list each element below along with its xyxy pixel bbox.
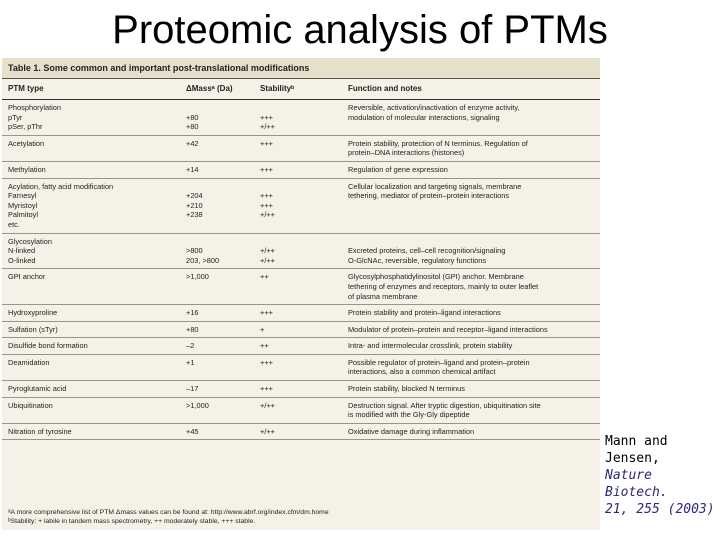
cell-stability: +++ bbox=[260, 357, 273, 367]
cell-ptm-type: Ubiquitination bbox=[8, 400, 53, 410]
cell-function: Possible regulator of protein–ligand and… bbox=[348, 357, 530, 377]
table-row: Pyroglutamic acid –17 +++ Protein stability… bbox=[2, 381, 600, 398]
table-body: Phosphorylation pTyr pSer, pThr +80 +80 … bbox=[2, 100, 600, 441]
cell-function: Glycosylphosphatidylinositol (GPI) ancho… bbox=[348, 272, 539, 301]
cell-ptm-type: Nitration of tyrosine bbox=[8, 426, 72, 436]
cell-function: Excreted proteins, cell–cell recognition… bbox=[348, 246, 506, 265]
slide-title: Proteomic analysis of PTMs bbox=[112, 8, 608, 52]
header-function: Function and notes bbox=[348, 84, 422, 93]
ptm-table: Table 1. Some common and important post-… bbox=[2, 58, 600, 530]
table-row: Glycosylation N-linked O-linked >800 203… bbox=[2, 234, 600, 270]
table-row: Phosphorylation pTyr pSer, pThr +80 +80 … bbox=[2, 100, 600, 136]
cell-delta-mass: +14 bbox=[186, 164, 199, 174]
cell-function: Oxidative damage during inflammation bbox=[348, 426, 475, 436]
table-row: Hydroxyproline +16 +++ Protein stability an… bbox=[2, 305, 600, 322]
cell-function: Modulator of protein–protein and recepto… bbox=[348, 324, 548, 334]
cell-function: Reversible, activation/inactivation of e… bbox=[348, 103, 520, 122]
cell-ptm-type: Glycosylation N-linked O-linked bbox=[8, 236, 52, 265]
cell-delta-mass: +1 bbox=[186, 357, 195, 367]
cell-stability: ++ bbox=[260, 341, 269, 351]
table-caption: Table 1. Some common and important post-… bbox=[2, 58, 600, 79]
cell-delta-mass: +42 bbox=[186, 138, 199, 148]
table-footnotes: ᵃA more comprehensive list of PTM Δmass … bbox=[2, 508, 600, 526]
cell-delta-mass: +16 bbox=[186, 308, 199, 318]
header-ptm-type: PTM type bbox=[8, 84, 44, 93]
cell-delta-mass: +45 bbox=[186, 426, 199, 436]
citation-authors: Mann and Jensen, bbox=[605, 434, 668, 466]
citation-journal: Nature Biotech. bbox=[605, 468, 668, 500]
table-header-row: PTM type ΔMassᵃ (Da) Stabilityᵇ Function… bbox=[2, 79, 600, 100]
cell-ptm-type: Hydroxyproline bbox=[8, 308, 58, 318]
cell-function: Cellular localization and targeting sign… bbox=[348, 181, 522, 201]
cell-delta-mass: >1,000 bbox=[186, 400, 209, 410]
footnote-b: ᵇStability: + labile in tandem mass spec… bbox=[8, 518, 256, 525]
header-delta-mass: ΔMassᵃ (Da) bbox=[186, 84, 233, 93]
cell-delta-mass: +80 +80 bbox=[186, 112, 199, 132]
table-row: Acetylation +42 +++ Protein stability, prot… bbox=[2, 136, 600, 162]
table-row: Nitration of tyrosine +45 +/++ Oxidative da… bbox=[2, 424, 600, 441]
cell-stability: + bbox=[260, 324, 265, 334]
cell-stability: +/++ bbox=[260, 400, 276, 410]
cell-stability: +/++ bbox=[260, 426, 276, 436]
cell-delta-mass: +80 bbox=[186, 324, 199, 334]
cell-function: Protein stability, protection of N termi… bbox=[348, 138, 528, 158]
cell-ptm-type: Methylation bbox=[8, 164, 46, 174]
table-row: Disulfide bond formation –2 ++ Intra- and i… bbox=[2, 338, 600, 355]
cell-stability: +++ bbox=[260, 384, 273, 394]
cell-stability: +/++ +/++ bbox=[260, 246, 276, 265]
cell-function: Destruction signal. After tryptic digest… bbox=[348, 400, 541, 420]
table-row: Methylation +14 +++ Regulation of gene expr… bbox=[2, 162, 600, 179]
cell-ptm-type: Deamidation bbox=[8, 357, 50, 367]
header-stability: Stabilityᵇ bbox=[260, 84, 295, 93]
table-row: Sulfation (sTyr) +80 + Modulator of protein… bbox=[2, 322, 600, 339]
cell-ptm-type: Acetylation bbox=[8, 138, 45, 148]
cell-function: Protein stability and protein–ligand int… bbox=[348, 308, 501, 318]
cell-ptm-type: Pyroglutamic acid bbox=[8, 384, 67, 394]
citation-ref: 21, 255 (2003) bbox=[605, 502, 715, 517]
footnote-a: ᵃA more comprehensive list of PTM Δmass … bbox=[8, 509, 329, 516]
cell-ptm-type: Disulfide bond formation bbox=[8, 341, 88, 351]
cell-stability: +++ bbox=[260, 138, 273, 148]
cell-stability: ++ bbox=[260, 272, 269, 282]
cell-delta-mass: –2 bbox=[186, 341, 195, 351]
cell-stability: +++ +/++ bbox=[260, 112, 276, 132]
cell-function: Protein stability, blocked N terminus bbox=[348, 384, 465, 394]
cell-ptm-type: Sulfation (sTyr) bbox=[8, 324, 58, 334]
table-row: Ubiquitination >1,000 +/++ Destruction sign… bbox=[2, 398, 600, 424]
cell-stability: +++ +++ +/++ bbox=[260, 191, 276, 220]
cell-delta-mass: –17 bbox=[186, 384, 199, 394]
cell-ptm-type: GPI anchor bbox=[8, 272, 46, 282]
cell-stability: +++ bbox=[260, 308, 273, 318]
cell-delta-mass: >800 203, >800 bbox=[186, 246, 220, 265]
cell-ptm-type: Phosphorylation pTyr pSer, pThr bbox=[8, 103, 62, 132]
cell-function: Intra- and intermolecular crosslink, pro… bbox=[348, 341, 513, 351]
citation: Mann and Jensen, Nature Biotech. 21, 255… bbox=[605, 433, 717, 518]
cell-delta-mass: >1,000 bbox=[186, 272, 209, 282]
table-row: Deamidation +1 +++ Possible regulator of pr… bbox=[2, 355, 600, 382]
cell-stability: +++ bbox=[260, 164, 273, 174]
table-row: Acylation, fatty acid modification Farne… bbox=[2, 179, 600, 234]
cell-function: Regulation of gene expression bbox=[348, 164, 448, 174]
cell-delta-mass: +204 +210 +238 bbox=[186, 191, 203, 220]
table-row: GPI anchor >1,000 ++ Glycosylphosphatidylin… bbox=[2, 269, 600, 306]
cell-ptm-type: Acylation, fatty acid modification Farne… bbox=[8, 181, 114, 229]
